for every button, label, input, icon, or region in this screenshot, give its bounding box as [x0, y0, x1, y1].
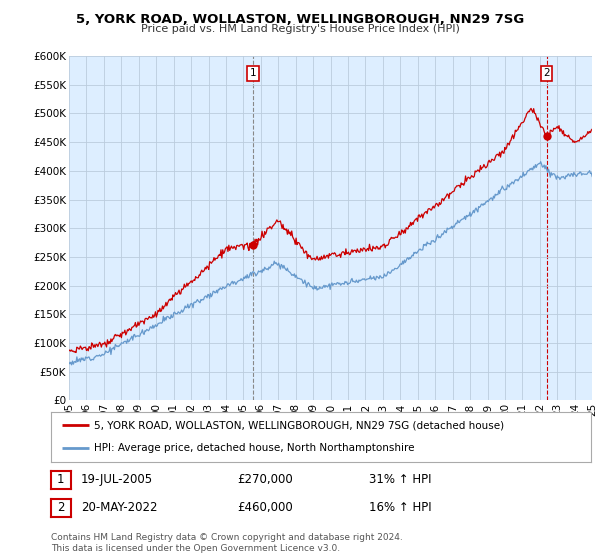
Text: HPI: Average price, detached house, North Northamptonshire: HPI: Average price, detached house, Nort… [94, 444, 415, 454]
Text: Contains HM Land Registry data © Crown copyright and database right 2024.
This d: Contains HM Land Registry data © Crown c… [51, 533, 403, 553]
Text: Price paid vs. HM Land Registry's House Price Index (HPI): Price paid vs. HM Land Registry's House … [140, 24, 460, 34]
Text: 2: 2 [543, 68, 550, 78]
Text: 19-JUL-2005: 19-JUL-2005 [81, 473, 153, 487]
Text: 1: 1 [250, 68, 256, 78]
Text: 5, YORK ROAD, WOLLASTON, WELLINGBOROUGH, NN29 7SG: 5, YORK ROAD, WOLLASTON, WELLINGBOROUGH,… [76, 13, 524, 26]
Text: £270,000: £270,000 [237, 473, 293, 487]
Text: 16% ↑ HPI: 16% ↑ HPI [369, 501, 431, 515]
Text: 5, YORK ROAD, WOLLASTON, WELLINGBOROUGH, NN29 7SG (detached house): 5, YORK ROAD, WOLLASTON, WELLINGBOROUGH,… [94, 420, 505, 430]
Text: £460,000: £460,000 [237, 501, 293, 515]
Text: 1: 1 [57, 473, 65, 487]
Text: 20-MAY-2022: 20-MAY-2022 [81, 501, 157, 515]
Text: 31% ↑ HPI: 31% ↑ HPI [369, 473, 431, 487]
Text: 2: 2 [57, 501, 65, 515]
